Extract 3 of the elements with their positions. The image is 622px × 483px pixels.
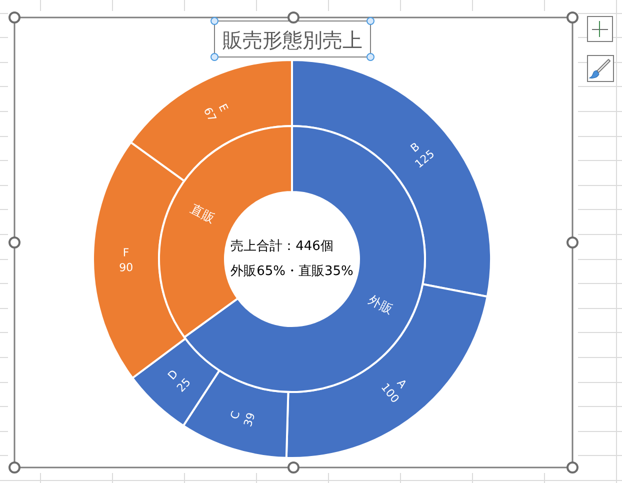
annotation: 外販65%・直販35% xyxy=(230,264,354,279)
title: 販売形態別売上 xyxy=(222,28,362,52)
annotation: 売上合計：446個 xyxy=(230,239,334,254)
